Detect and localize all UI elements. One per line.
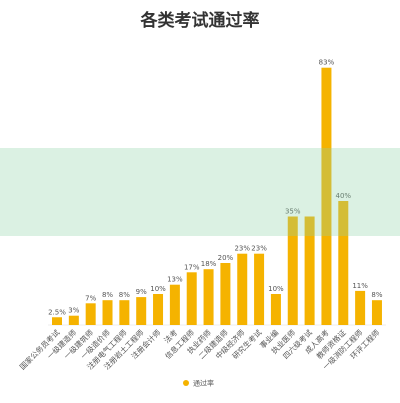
legend-swatch <box>183 380 189 386</box>
bar <box>304 216 315 325</box>
bar <box>186 272 197 325</box>
chart-title: 各类考试通过率 <box>140 10 260 31</box>
bar <box>355 290 366 325</box>
value-label: 10% <box>268 285 284 293</box>
value-label: 8% <box>102 291 113 299</box>
bar <box>102 300 113 325</box>
value-label: 11% <box>352 282 368 290</box>
bar <box>338 201 349 325</box>
x-axis-tick-labels: 国家公务员考试一级建造师一级建筑师一级造价师注册电气工程师注册岩土工程师注册会计… <box>17 327 382 372</box>
legend-label: 通过率 <box>193 379 214 388</box>
value-label: 20% <box>218 254 234 262</box>
bar <box>136 297 147 325</box>
bar <box>321 67 332 325</box>
value-label: 8% <box>119 291 130 299</box>
bar <box>52 317 62 325</box>
value-label: 18% <box>201 260 217 268</box>
bar-series <box>52 67 382 325</box>
value-label: 23% <box>251 245 267 253</box>
bar <box>85 303 96 325</box>
bar <box>287 216 298 325</box>
bar <box>203 269 214 325</box>
value-label: 2.5% <box>48 308 66 316</box>
value-label: 7% <box>85 294 96 302</box>
value-label: 13% <box>167 276 183 284</box>
value-label: 40% <box>335 192 351 200</box>
value-label: 23% <box>234 245 250 253</box>
bar <box>153 294 164 325</box>
watermark-overlay <box>0 148 400 236</box>
value-label: 17% <box>184 263 200 271</box>
value-label: 9% <box>136 288 147 296</box>
bar <box>237 253 248 325</box>
legend: 通过率 <box>183 379 214 388</box>
bar <box>371 300 382 325</box>
bar <box>119 300 130 325</box>
value-label: 3% <box>68 307 79 315</box>
value-label: 10% <box>150 285 166 293</box>
value-label: 83% <box>319 59 335 67</box>
bar <box>169 284 180 325</box>
value-labels: 2.5% 3%7% 8% 8% 9% 10%13%17% 18%20%23% 23%10%35… <box>48 59 383 317</box>
value-label: 35% <box>285 208 301 216</box>
bar <box>68 315 79 325</box>
bar <box>254 253 265 325</box>
bar <box>220 263 231 325</box>
value-label: 8% <box>371 291 382 299</box>
bar <box>270 294 281 325</box>
